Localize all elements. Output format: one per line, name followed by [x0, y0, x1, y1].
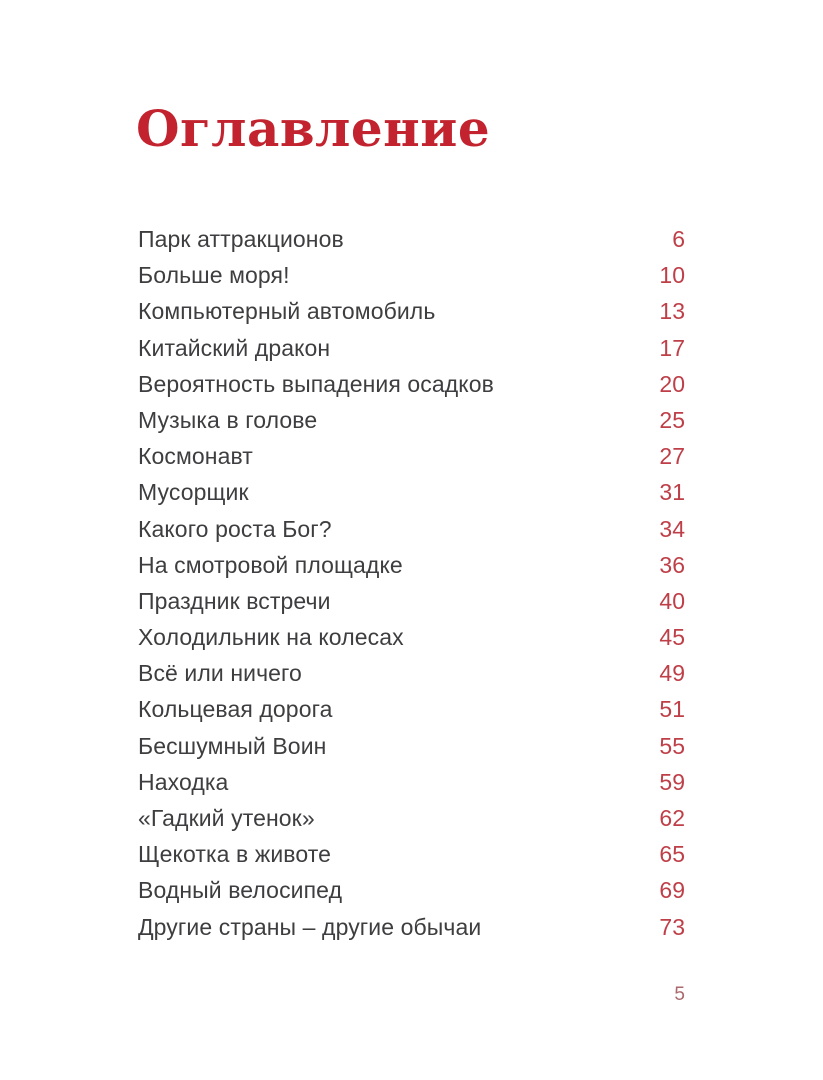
toc-entry: Музыка в голове 25: [138, 402, 685, 438]
toc-entry-title: Какого роста Бог?: [138, 515, 332, 542]
toc-entry-title: Бесшумный Воин: [138, 732, 327, 759]
toc-entry: Мусорщик 31: [138, 474, 685, 510]
toc-entry-page: 25: [659, 406, 685, 433]
toc-entry-title: Компьютерный автомобиль: [138, 298, 436, 325]
toc-entry-page: 27: [659, 443, 685, 470]
toc-entry-title: Космонавт: [138, 443, 253, 470]
toc-entry: Праздник встречи 40: [138, 583, 685, 619]
toc-entry-page: 6: [672, 226, 685, 252]
toc-entry-title: Холодильник на колесах: [138, 624, 404, 651]
toc-entry-title: На смотровой площадке: [138, 551, 403, 578]
toc-entry-title: Китайский дракон: [138, 334, 331, 361]
toc-entry-page: 34: [659, 515, 685, 542]
toc-entry: «Гадкий утенок» 62: [138, 800, 685, 836]
toc-entry-title: Щекотка в животе: [138, 841, 332, 868]
footer-page-number: 5: [674, 984, 685, 1005]
toc-entry-page: 59: [659, 768, 685, 795]
toc-entry: Холодильник на колесах 45: [138, 619, 685, 655]
toc-entry-page: 20: [659, 370, 685, 397]
toc-entry-page: 51: [659, 696, 685, 723]
toc-entry-page: 10: [659, 262, 685, 289]
toc-entry: Всё или ничего 49: [138, 655, 685, 691]
toc-entry-title: Больше моря!: [138, 262, 290, 289]
toc-entry-title: Мусорщик: [138, 479, 249, 506]
toc-entry-title: «Гадкий утенок»: [138, 805, 315, 831]
toc-entry: Водный велосипед 69: [138, 872, 685, 908]
toc-entry-title: Парк аттракционов: [138, 226, 344, 252]
toc-entry-title: Другие страны – другие обычаи: [138, 913, 482, 940]
toc-entry: Парк аттракционов 6: [138, 221, 685, 257]
toc-entry: Бесшумный Воин 55: [138, 728, 685, 764]
toc-entry: Щекотка в животе 65: [138, 836, 685, 872]
toc-entry: Какого роста Бог? 34: [138, 511, 685, 547]
toc-entry: На смотровой площадке 36: [138, 547, 685, 583]
toc-entry-page: 13: [659, 298, 685, 325]
toc-entry-page: 49: [659, 660, 685, 687]
toc-entry-title: Находка: [138, 768, 229, 795]
toc-entry-page: 40: [659, 587, 685, 614]
toc-entry-page: 45: [659, 624, 685, 651]
toc-entry-title: Всё или ничего: [138, 660, 302, 687]
toc-entry-title: Кольцевая дорога: [138, 696, 333, 723]
toc-entry-title: Водный велосипед: [138, 877, 343, 904]
toc-entry: Больше моря! 10: [138, 257, 685, 293]
toc-entry-page: 65: [659, 841, 685, 868]
toc-entry-title: Праздник встречи: [138, 587, 331, 614]
toc-entry-page: 36: [659, 551, 685, 578]
toc-entry: Китайский дракон 17: [138, 330, 685, 366]
toc-entry: Вероятность выпадения осадков 20: [138, 366, 685, 402]
toc-entry-title: Вероятность выпадения осадков: [138, 370, 494, 397]
toc-entry-page: 62: [659, 805, 685, 831]
toc-entry-title: Музыка в голове: [138, 406, 318, 433]
toc-entry: Другие страны – другие обычаи 73: [138, 909, 685, 945]
toc-entry: Компьютерный автомобиль 13: [138, 293, 685, 329]
toc-entry: Кольцевая дорога 51: [138, 691, 685, 727]
toc-entry-page: 31: [659, 479, 685, 506]
toc-entry-page: 69: [659, 877, 685, 904]
toc-entry-page: 55: [659, 732, 685, 759]
toc-entry-page: 73: [659, 913, 685, 940]
toc-entry: Космонавт 27: [138, 438, 685, 474]
toc-entry-page: 17: [659, 334, 685, 361]
toc-entry: Находка 59: [138, 764, 685, 800]
page-title: Оглавление: [136, 99, 491, 158]
toc-list: Парк аттракционов 6 Больше моря! 10 Комп…: [138, 221, 685, 945]
